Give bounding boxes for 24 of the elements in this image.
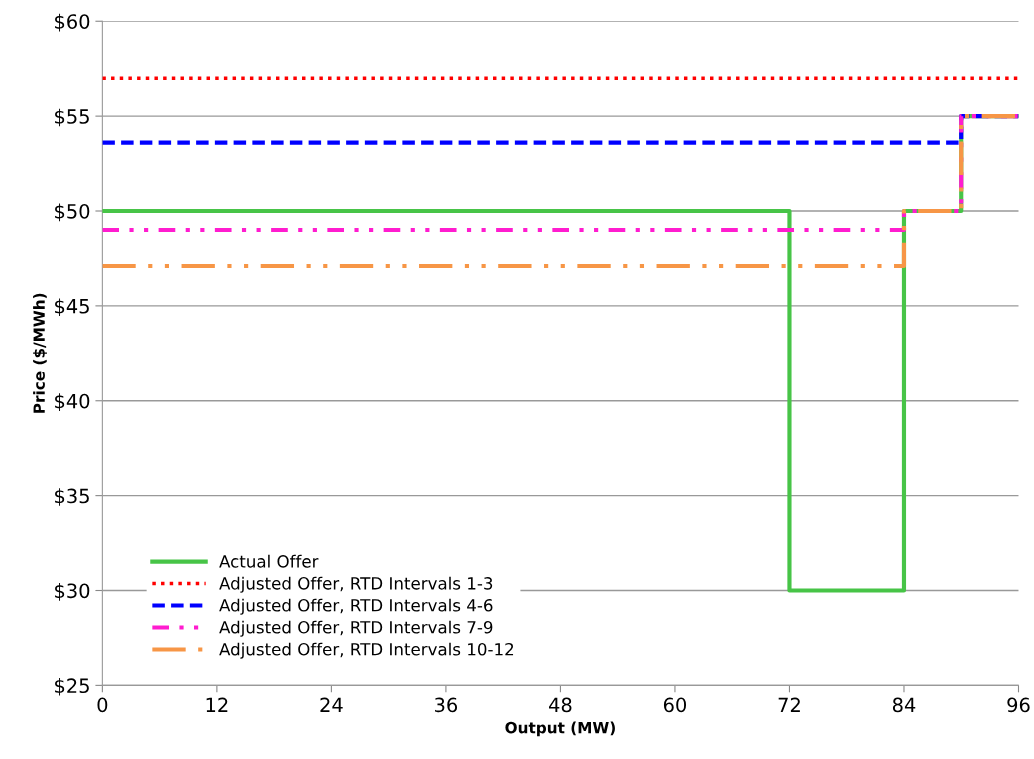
legend-label: Adjusted Offer, RTD Intervals 10-12 [219, 642, 514, 659]
x-tick-label: 0 [97, 697, 108, 713]
x-tick-label: 60 [663, 697, 687, 713]
x-axis-title: Output (MW) [505, 721, 615, 737]
y-tick-label: $30 [55, 583, 90, 601]
y-tick-label: $35 [55, 488, 89, 506]
y-tick-label: $55 [55, 108, 89, 127]
y-tick-label: $50 [55, 203, 90, 222]
legend-label: Adjusted Offer, RTD Intervals 4-6 [219, 598, 493, 615]
x-tick-label: 72 [778, 697, 800, 712]
y-tick-label: $60 [55, 13, 90, 32]
legend-label: Adjusted Offer, RTD Intervals 7-9 [219, 620, 493, 637]
x-tick-label: 12 [206, 697, 228, 712]
x-tick-label: 48 [549, 697, 572, 713]
y-tick-label: $45 [55, 298, 89, 317]
legend-label: Adjusted Offer, RTD Intervals 1-3 [219, 576, 493, 593]
y-axis-title: Price ($/MWh) [33, 293, 47, 413]
x-tick-label: 84 [892, 697, 916, 713]
y-tick-label: $25 [55, 677, 89, 696]
legend-label: Actual Offer [219, 554, 319, 568]
x-tick-label: 36 [435, 697, 458, 713]
y-tick-label: $40 [55, 393, 90, 411]
x-tick-label: 96 [1007, 697, 1030, 713]
x-tick-label: 24 [320, 697, 343, 712]
